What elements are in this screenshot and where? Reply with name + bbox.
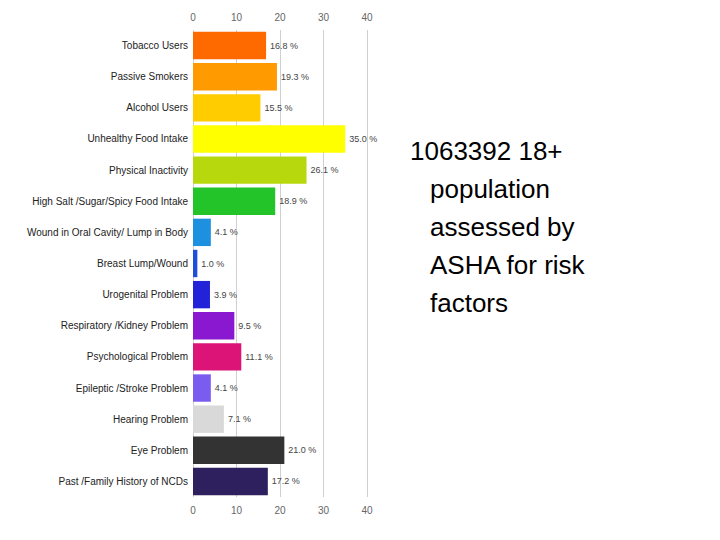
svg-text:High Salt /Sugar/Spicy Food In: High Salt /Sugar/Spicy Food Intake — [32, 196, 188, 207]
svg-text:Passive Smokers: Passive Smokers — [111, 71, 188, 82]
svg-text:0: 0 — [190, 12, 196, 23]
svg-text:Psychological Problem: Psychological Problem — [87, 351, 188, 362]
svg-text:40: 40 — [361, 12, 373, 23]
svg-text:Respiratory /Kidney Problem: Respiratory /Kidney Problem — [61, 320, 188, 331]
svg-text:Epileptic /Stroke Problem: Epileptic /Stroke Problem — [76, 383, 188, 394]
svg-text:15.5 %: 15.5 % — [264, 103, 292, 113]
svg-text:Hearing Problem: Hearing Problem — [113, 414, 188, 425]
svg-text:30: 30 — [318, 12, 330, 23]
svg-text:Eye Problem: Eye Problem — [131, 445, 188, 456]
svg-text:26.1 %: 26.1 % — [311, 165, 339, 175]
html-text:1063392 18+ population assesse: 1063392 18+ population assessed by ASHA … — [410, 136, 585, 318]
svg-text:4.1 %: 4.1 % — [215, 383, 238, 393]
svg-text:Past /Family History of NCDs: Past /Family History of NCDs — [59, 476, 188, 487]
svg-text:20: 20 — [274, 505, 286, 516]
svg-text:1.0 %: 1.0 % — [201, 259, 224, 269]
svg-text:Alcohol Users: Alcohol Users — [126, 102, 188, 113]
svg-text:Breast Lump/Wound: Breast Lump/Wound — [97, 258, 188, 269]
svg-text:3.9 %: 3.9 % — [214, 290, 237, 300]
svg-text:7.1 %: 7.1 % — [228, 414, 251, 424]
svg-text:Physical Inactivity: Physical Inactivity — [109, 165, 188, 176]
svg-text:Unhealthy Food Intake: Unhealthy Food Intake — [87, 133, 188, 144]
svg-text:17.2 %: 17.2 % — [272, 476, 300, 486]
svg-text:10: 10 — [231, 12, 243, 23]
svg-text:4.1 %: 4.1 % — [215, 227, 238, 237]
svg-text:9.5 %: 9.5 % — [238, 321, 261, 331]
svg-text:Wound in Oral Cavity/ Lump in: Wound in Oral Cavity/ Lump in Body — [27, 227, 188, 238]
svg-text:35.0 %: 35.0 % — [349, 134, 377, 144]
svg-text:Urogenital Problem: Urogenital Problem — [102, 289, 188, 300]
svg-text:16.8 %: 16.8 % — [270, 41, 298, 51]
svg-text:11.1 %: 11.1 % — [245, 352, 272, 362]
svg-text:Tobacco Users: Tobacco Users — [122, 40, 188, 51]
svg-text:20: 20 — [274, 12, 286, 23]
svg-text:19.3 %: 19.3 % — [281, 72, 309, 82]
svg-text:18.9 %: 18.9 % — [279, 196, 307, 206]
svg-text:21.0 %: 21.0 % — [288, 445, 316, 455]
svg-text:0: 0 — [190, 505, 196, 516]
svg-text:30: 30 — [318, 505, 330, 516]
svg-text:40: 40 — [361, 505, 373, 516]
svg-text:10: 10 — [231, 505, 243, 516]
